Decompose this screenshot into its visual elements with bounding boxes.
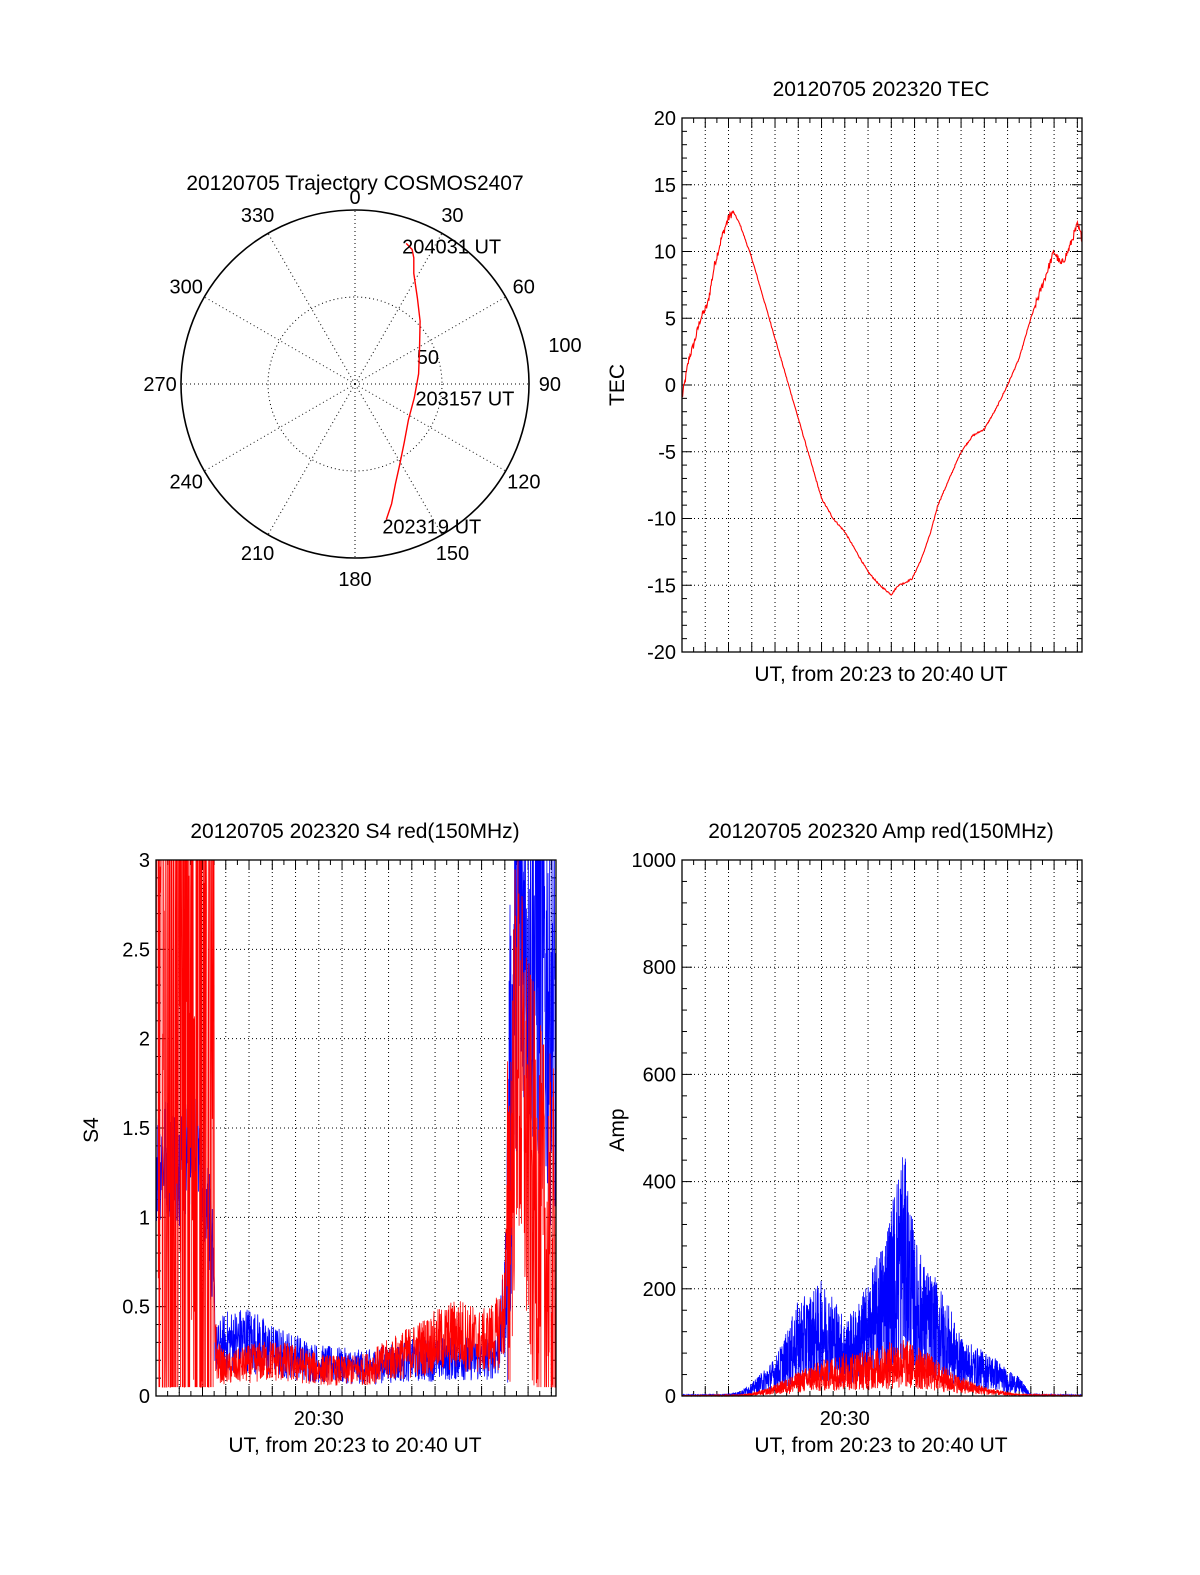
x-tick-labels: 20:30: [294, 1408, 344, 1430]
polar-angle-label: 0: [349, 187, 360, 209]
y-tick-label: 15: [654, 175, 676, 197]
y-tick-label: -10: [647, 509, 676, 531]
tec-series: [681, 210, 1083, 596]
y-tick-label: -20: [647, 642, 676, 664]
s4-series: [156, 860, 556, 1388]
polar-outer-circle: [180, 209, 530, 559]
amp-chart: 20120705 202320 Amp red(150MHz) 0 200 400 6…: [606, 820, 1083, 1457]
y-tick-label: 400: [643, 1172, 676, 1194]
polar-angle-label: 90: [539, 374, 561, 396]
polar-grid-spoke: [204, 296, 356, 385]
y-tick-label: -15: [647, 575, 676, 597]
polar-angle-label: 300: [170, 277, 203, 299]
y-tick-label: 1.5: [122, 1118, 150, 1140]
polar-angle-label: 270: [143, 374, 176, 396]
trajectory-polar-chart: 20120705 Trajectory COSMOS2407 0 30 60 90 12…: [143, 172, 581, 591]
polar-angle-label: 30: [441, 205, 463, 227]
polar-grid-spoke: [354, 233, 443, 385]
polar-angle-label: 210: [241, 543, 274, 565]
polar-grid-spoke: [204, 383, 356, 472]
plot-frame: [155, 859, 557, 1397]
y-tick-labels: 0 200 400 600 800 1000: [632, 850, 677, 1408]
polar-angle-label: 60: [513, 277, 535, 299]
y-tick-label: 600: [643, 1064, 676, 1086]
trajectory-series: [385, 242, 421, 520]
polar-grid-circle: [267, 296, 443, 472]
y-tick-label: 0.5: [122, 1297, 150, 1319]
y-tick-label: 800: [643, 957, 676, 979]
x-tick-labels: 20:30: [820, 1408, 870, 1430]
y-axis-label: Amp: [606, 1108, 629, 1151]
y-tick-label: 10: [654, 242, 676, 264]
s4-chart: 20120705 202320 S4 red(150MHz) 0 0.5 1 1.5 2…: [80, 820, 557, 1457]
x-axis-label: UT, from 20:23 to 20:40 UT: [754, 1434, 1007, 1457]
polar-grid: [180, 209, 530, 559]
trajectory-time-label: 202319 UT: [382, 517, 481, 539]
x-axis-label: UT, from 20:23 to 20:40 UT: [228, 1434, 481, 1457]
y-tick-label: 0: [665, 375, 676, 397]
x-axis-label: UT, from 20:23 to 20:40 UT: [754, 663, 1007, 686]
s4-line-red: [156, 860, 556, 1388]
s4-lines: [156, 860, 556, 1388]
trajectory-time-label: 203157 UT: [415, 388, 514, 410]
trajectory-line: [385, 242, 421, 520]
y-tick-label: 2.5: [122, 939, 150, 961]
plot-grid: [681, 859, 1082, 1397]
plot-frame: [681, 117, 1083, 653]
y-tick-label: 2: [139, 1029, 150, 1051]
polar-angle-labels: 0 30 60 90 120 150 180 210 240 270 300 330: [143, 187, 561, 591]
y-tick-label: -5: [658, 442, 676, 464]
polar-angle-label: 150: [436, 543, 469, 565]
tec-line: [681, 210, 1083, 596]
polar-radius-labels: 50 100: [417, 335, 582, 369]
y-tick-label: 0: [139, 1386, 150, 1408]
y-axis-label: S4: [80, 1117, 103, 1143]
plot-frame: [681, 859, 1083, 1397]
polar-grid-spoke: [267, 233, 356, 385]
y-tick-labels: 0 0.5 1 1.5 2 2.5 3: [122, 850, 150, 1408]
y-tick-label: 1000: [632, 850, 677, 872]
chart-title: 20120705 Trajectory COSMOS2407: [186, 172, 523, 195]
polar-angle-label: 240: [170, 471, 203, 493]
x-tick-label: 20:30: [294, 1408, 344, 1430]
polar-angle-label: 180: [338, 569, 371, 591]
trajectory-annotations: 204031 UT 203157 UT 202319 UT: [382, 236, 514, 538]
y-tick-label: 5: [665, 308, 676, 330]
polar-grid-spoke: [267, 383, 356, 535]
polar-radius-label: 100: [548, 335, 581, 357]
polar-angle-label: 120: [507, 471, 540, 493]
y-tick-label: 1: [139, 1207, 150, 1229]
y-tick-label: 20: [654, 108, 676, 130]
chart-title: 20120705 202320 S4 red(150MHz): [190, 820, 519, 843]
y-tick-labels: -20 -15 -10 -5 0 5 10 15 20: [647, 108, 676, 664]
trajectory-time-label: 204031 UT: [402, 236, 501, 258]
y-tick-label: 0: [665, 1386, 676, 1408]
chart-title: 20120705 202320 Amp red(150MHz): [708, 820, 1054, 843]
polar-radius-label: 50: [417, 347, 439, 369]
polar-grid-spoke: [354, 296, 506, 385]
polar-grid-spoke: [354, 383, 506, 472]
y-tick-label: 3: [139, 850, 150, 872]
x-tick-label: 20:30: [820, 1408, 870, 1430]
tec-chart: 20120705 202320 TEC -20-15-10-505101520 …: [606, 78, 1083, 686]
polar-angle-label: 330: [241, 205, 274, 227]
polar-grid-spoke: [354, 383, 443, 535]
y-tick-label: 200: [643, 1279, 676, 1301]
chart-title: 20120705 202320 TEC: [773, 78, 990, 101]
y-axis-label: TEC: [606, 364, 629, 406]
